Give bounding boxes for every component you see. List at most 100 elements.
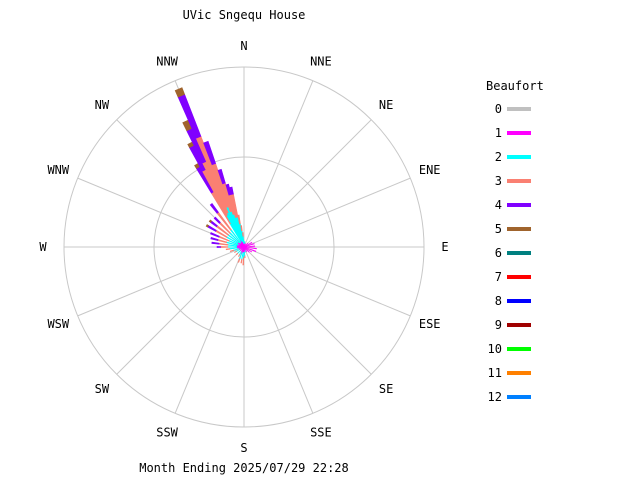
legend-swatch	[507, 107, 531, 111]
petal-segment	[244, 252, 246, 257]
petal-segment	[234, 250, 237, 254]
petal-segment	[243, 243, 255, 248]
petal-segment	[210, 232, 220, 238]
direction-label-s: S	[240, 441, 247, 455]
legend-swatch	[507, 371, 531, 375]
legend-label: 4	[495, 198, 502, 212]
direction-labels: N NNE NE ENE E ESE SE SSE S SSW SW WSW W WNW NW NNW	[39, 39, 448, 455]
petal-segment	[209, 203, 219, 214]
legend-label: 1	[495, 126, 502, 140]
petal-segment	[211, 241, 220, 245]
petal-segment	[244, 255, 246, 259]
spoke-nne	[243, 80, 314, 248]
petal-segment	[243, 246, 257, 252]
direction-label-ese: ESE	[419, 317, 441, 331]
legend-swatch	[507, 395, 531, 399]
chart-title: UVic Sngequ House	[183, 8, 306, 22]
direction-label-sse: SSE	[310, 426, 332, 440]
petal-segment	[213, 216, 221, 224]
spoke-se	[243, 246, 372, 375]
direction-label-ne: NE	[379, 98, 393, 112]
petal-segment	[216, 246, 221, 248]
direction-label-w: W	[39, 240, 47, 254]
legend-swatch	[507, 179, 531, 183]
petal-segment	[242, 252, 245, 259]
petal-segment	[218, 242, 229, 246]
petal-segment	[174, 87, 186, 98]
petal-segment	[240, 225, 243, 232]
legend-label: 11	[488, 366, 502, 380]
petal-segment	[243, 245, 256, 248]
petal-segment	[225, 183, 232, 196]
legend-swatch	[507, 251, 531, 255]
direction-label-sw: SW	[95, 382, 110, 396]
legend-label: 9	[495, 318, 502, 332]
direction-label-se: SE	[379, 382, 393, 396]
spoke-ne	[243, 119, 372, 248]
legend-title: Beaufort	[486, 79, 544, 93]
petal-segment	[210, 237, 219, 241]
petal-segment	[237, 214, 241, 225]
legend-label: 12	[488, 390, 502, 404]
petal-segment	[237, 258, 241, 263]
petal-segment	[243, 246, 250, 253]
petal-segment	[229, 249, 235, 253]
petal-segment	[243, 241, 253, 248]
spoke-wsw	[77, 246, 245, 317]
spoke-sse	[243, 246, 314, 414]
legend-label: 8	[495, 294, 502, 308]
legend-label: 6	[495, 246, 502, 260]
petal-segment	[243, 246, 253, 253]
petal-segment	[225, 248, 231, 251]
direction-label-nnw: NNW	[156, 54, 178, 68]
petal-segment	[243, 242, 249, 248]
legend-swatch	[507, 227, 531, 231]
petal-segment	[217, 168, 226, 185]
spoke-ene	[243, 177, 411, 248]
petal-segment	[240, 259, 243, 264]
petal-segment	[207, 225, 217, 232]
legend-label: 10	[488, 342, 502, 356]
petal-segment	[229, 247, 238, 250]
legend-swatch	[507, 299, 531, 303]
petal-segment	[242, 232, 244, 237]
legend-swatch	[507, 203, 531, 207]
direction-label-nw: NW	[95, 98, 110, 112]
legend-label: 2	[495, 150, 502, 164]
petal-segment	[237, 250, 241, 254]
petal-segment	[244, 250, 246, 253]
petal-segment	[243, 246, 248, 253]
direction-label-ene: ENE	[419, 163, 441, 177]
spoke-ese	[243, 246, 411, 317]
petal-segment	[242, 257, 245, 266]
direction-label-e: E	[441, 240, 448, 254]
petal-segment	[208, 219, 213, 223]
legend-swatch	[507, 131, 531, 135]
legend-swatch	[507, 323, 531, 327]
legend-label: 5	[495, 222, 502, 236]
wind-petals	[174, 87, 257, 266]
direction-label-ssw: SSW	[156, 426, 178, 440]
petal-segment	[237, 254, 241, 257]
petal-segment	[203, 140, 217, 166]
petal-segment	[210, 220, 218, 228]
spoke-sw	[116, 246, 245, 375]
petal-segment	[229, 186, 234, 195]
petal-segment	[235, 252, 239, 256]
petal-segment	[243, 246, 257, 250]
petal-segment	[220, 246, 229, 248]
legend-label: 3	[495, 174, 502, 188]
legend-swatch	[507, 347, 531, 351]
petal-segment	[205, 224, 210, 228]
spoke-ssw	[174, 246, 245, 414]
polar-grid	[63, 66, 425, 428]
direction-label-wnw: WNW	[47, 163, 69, 177]
legend-label: 7	[495, 270, 502, 284]
petal-segment	[244, 241, 246, 244]
direction-label-n: N	[240, 39, 247, 53]
direction-label-nne: NNE	[310, 54, 332, 68]
legend-swatch	[507, 155, 531, 159]
legend-swatch	[507, 275, 531, 279]
